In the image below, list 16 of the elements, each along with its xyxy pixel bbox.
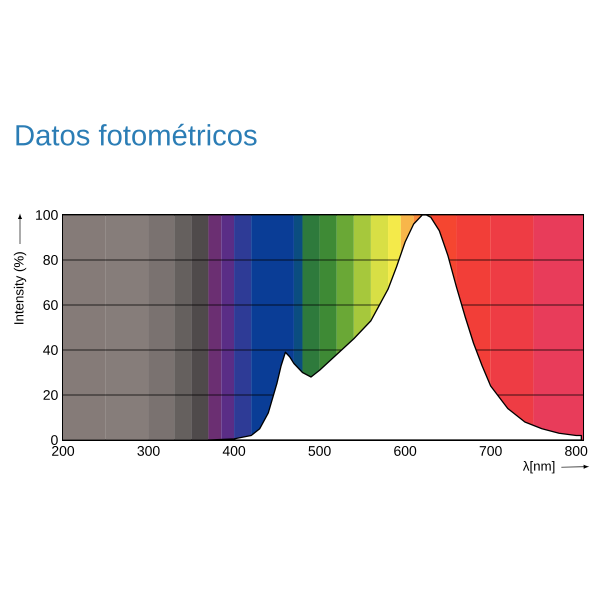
y-tick-label: 40 <box>43 345 58 355</box>
x-axis-title: λ[nm] <box>522 461 554 474</box>
x-tick-label: 500 <box>308 446 331 456</box>
y-tick-label: 0 <box>51 435 58 445</box>
y-tick-label: 80 <box>43 255 58 265</box>
y-tick-label: 20 <box>44 390 58 400</box>
x-tick-label: 800 <box>565 446 588 456</box>
x-tick-label: 600 <box>394 446 416 456</box>
y-tick-label: 100 <box>36 210 58 220</box>
x-tick-label: 700 <box>480 446 502 456</box>
x-tick-label: 200 <box>52 446 74 456</box>
y-tick-label: 60 <box>44 300 58 310</box>
x-tick-label: 300 <box>137 446 160 456</box>
y-axis-title: Intensity (%) <box>14 252 26 324</box>
x-tick-label: 400 <box>222 446 246 456</box>
chart-title: Datos fotométricos <box>16 124 257 146</box>
